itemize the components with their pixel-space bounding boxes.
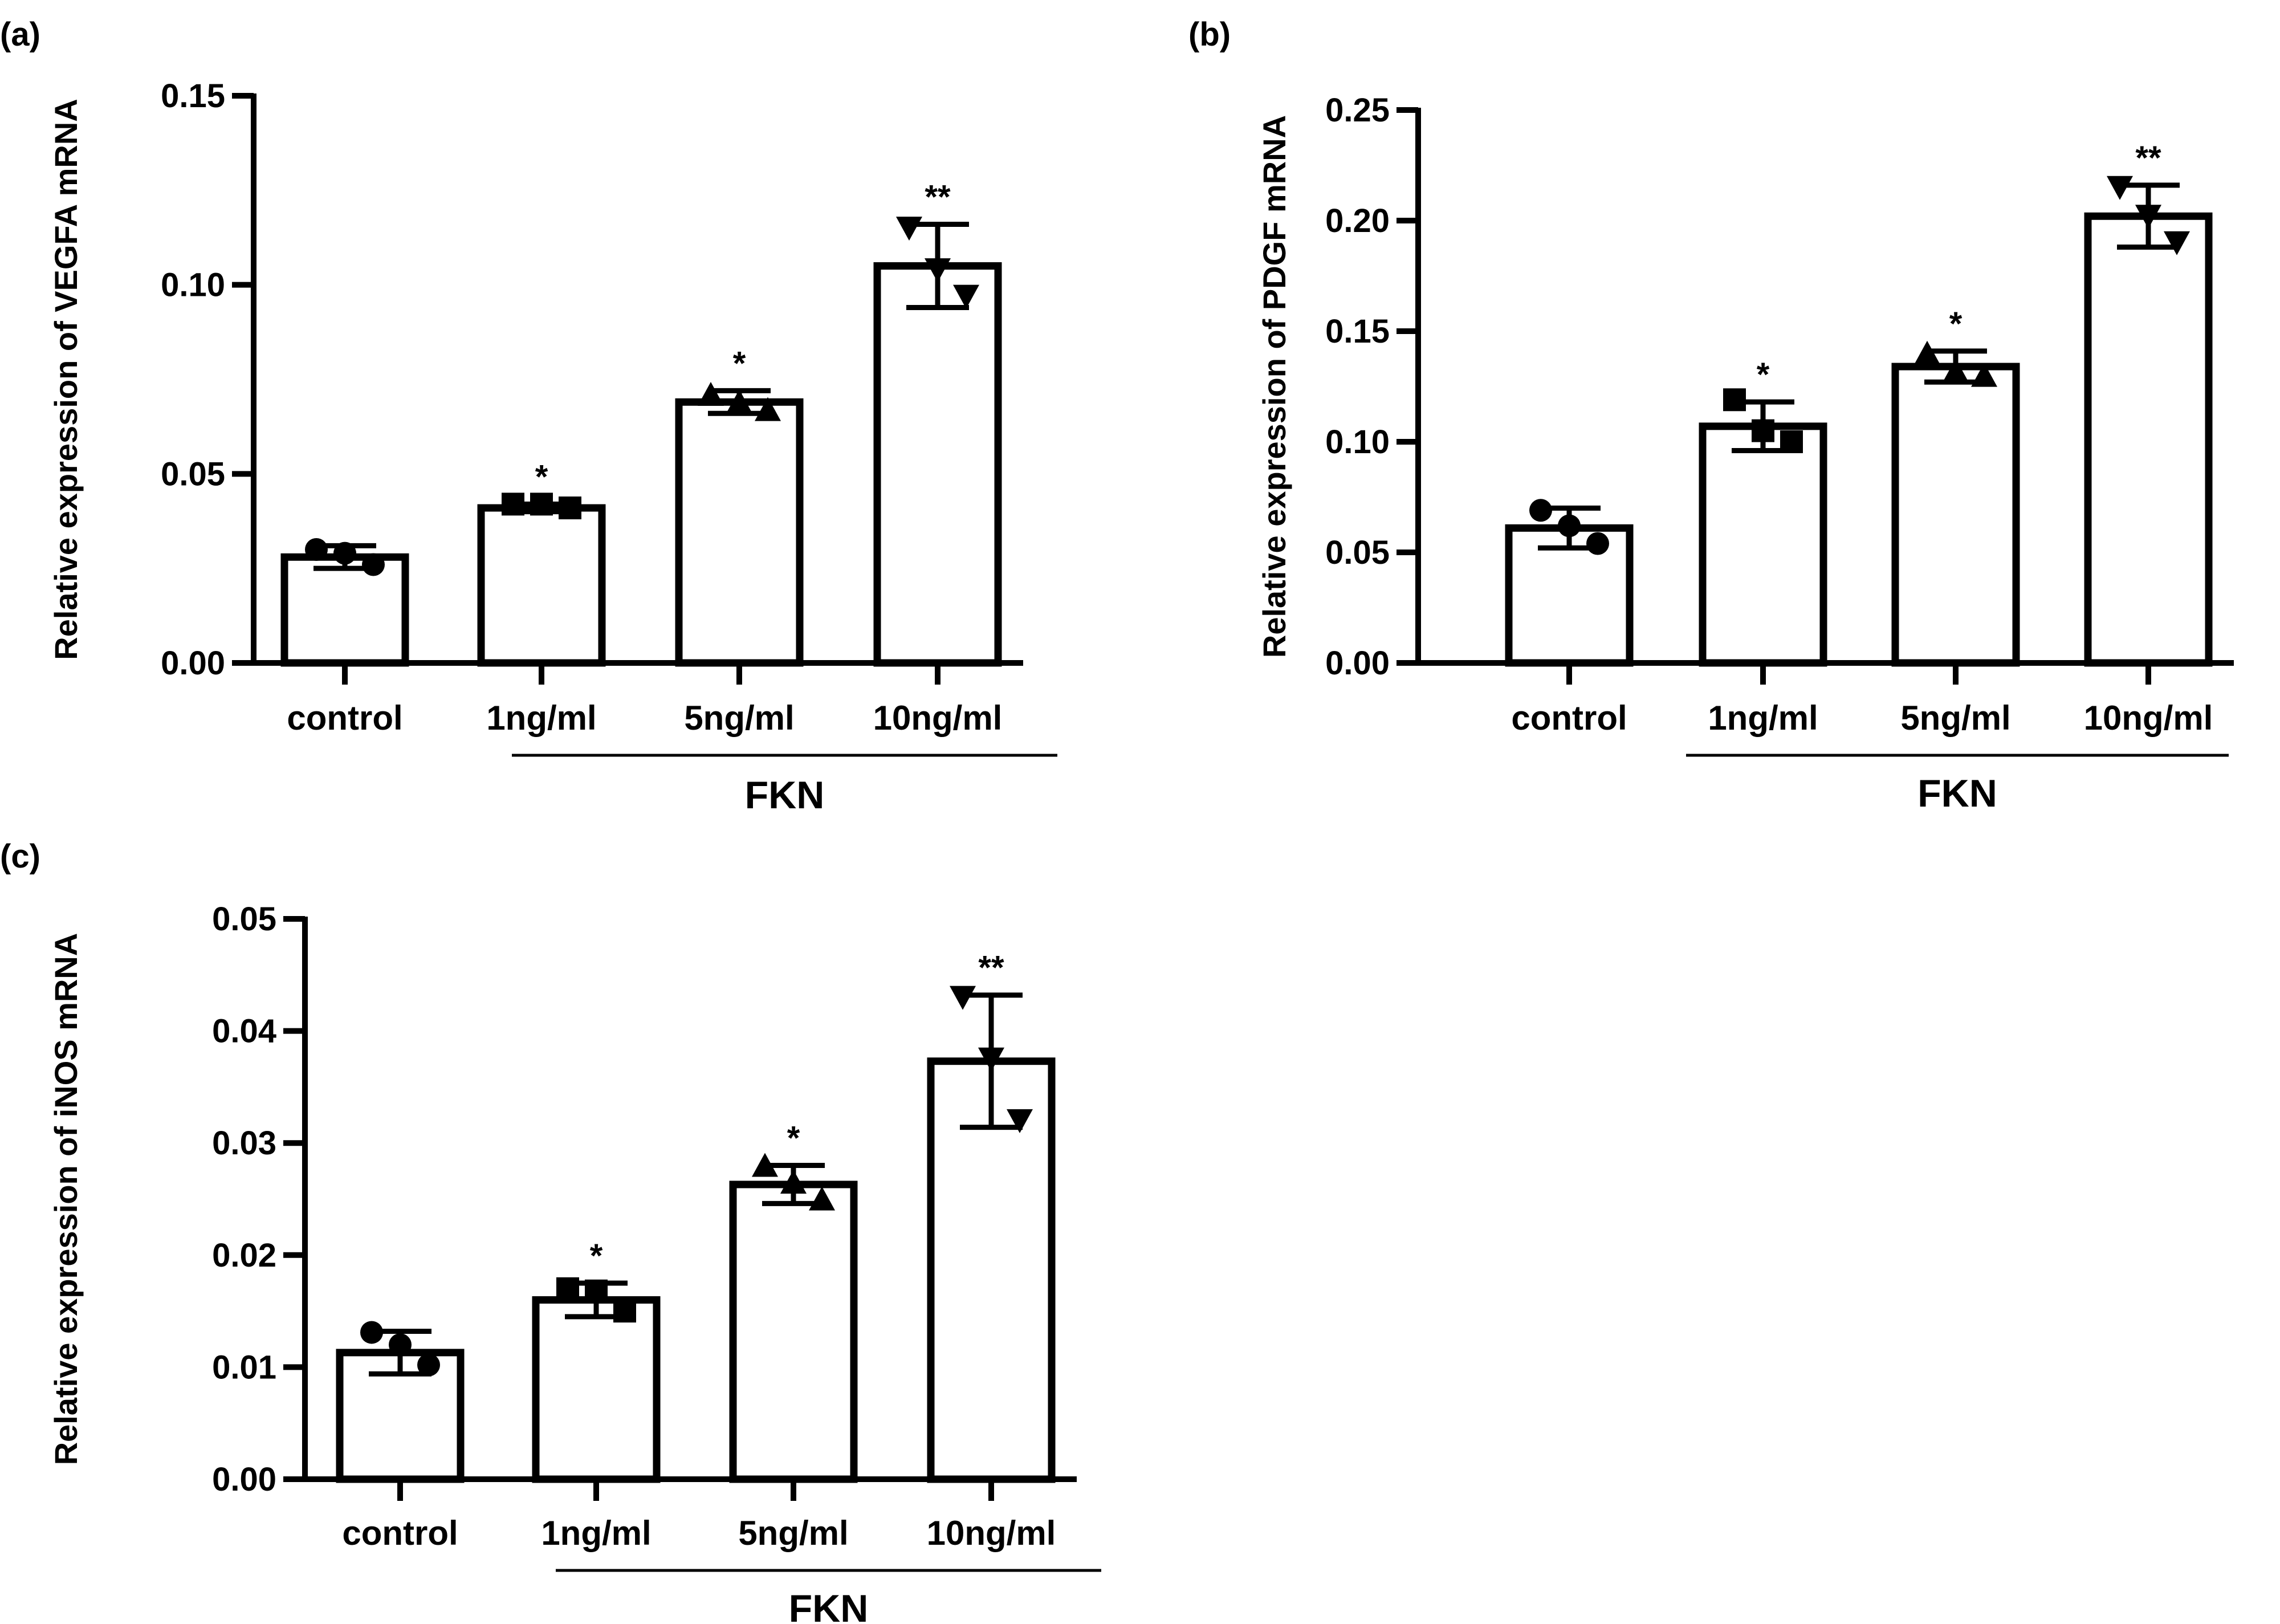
data-point bbox=[1943, 358, 1969, 382]
x-tick-label: control bbox=[1511, 699, 1627, 737]
data-point bbox=[1558, 514, 1581, 538]
y-tick-label: 0.04 bbox=[212, 1013, 276, 1050]
significance-label: * bbox=[590, 1238, 603, 1275]
data-point bbox=[698, 382, 724, 406]
y-tick-label: 0.10 bbox=[161, 267, 225, 304]
significance-label: * bbox=[787, 1120, 800, 1157]
x-tick-label: 10ng/ml bbox=[873, 699, 1003, 737]
data-point bbox=[1007, 1109, 1033, 1133]
bar bbox=[729, 1181, 858, 1483]
data-point bbox=[726, 389, 752, 414]
panel-label: (b) bbox=[1188, 16, 1231, 53]
data-point bbox=[1780, 430, 1803, 453]
data-point bbox=[613, 1300, 636, 1323]
bar bbox=[873, 262, 1002, 667]
data-point bbox=[755, 397, 781, 421]
data-point bbox=[585, 1279, 608, 1303]
bar bbox=[477, 504, 606, 667]
data-point bbox=[925, 258, 951, 283]
data-point bbox=[1723, 388, 1746, 412]
x-tick-label: 10ng/ml bbox=[2084, 699, 2213, 737]
x-tick-label: 10ng/ml bbox=[927, 1514, 1056, 1552]
data-point bbox=[362, 553, 385, 576]
y-tick-label: 0.00 bbox=[212, 1461, 276, 1498]
y-tick-label: 0.01 bbox=[212, 1349, 276, 1386]
y-axis-title: Relative expression of PDGF mRNA bbox=[1256, 115, 1292, 658]
data-point bbox=[389, 1333, 412, 1357]
significance-label: ** bbox=[925, 179, 951, 216]
data-point bbox=[1752, 419, 1774, 442]
bar bbox=[1505, 524, 1634, 667]
x-tick-label: 1ng/ml bbox=[486, 699, 596, 737]
data-point bbox=[530, 493, 553, 516]
data-point bbox=[2164, 231, 2190, 255]
y-tick-label: 0.15 bbox=[161, 78, 225, 115]
significance-label: ** bbox=[978, 950, 1004, 987]
group-label: FKN bbox=[1917, 772, 1997, 815]
panel-a: (a) 0.00 0.05 0.10 0.15 Relative expression o… bbox=[0, 16, 1057, 817]
significance-label: * bbox=[535, 458, 548, 495]
data-point bbox=[2135, 205, 2161, 229]
significance-label: * bbox=[733, 345, 746, 382]
x-tick-label: control bbox=[342, 1514, 458, 1552]
panel-label: (c) bbox=[0, 838, 40, 875]
data-point bbox=[809, 1186, 835, 1211]
y-tick-label: 0.05 bbox=[212, 901, 276, 938]
x-tick-label: 1ng/ml bbox=[1708, 699, 1818, 737]
data-point bbox=[953, 284, 979, 309]
y-tick-label: 0.05 bbox=[161, 455, 225, 493]
x-tick-label: control bbox=[287, 699, 402, 737]
data-point bbox=[305, 538, 328, 561]
data-point bbox=[333, 542, 356, 565]
x-tick-label: 5ng/ml bbox=[738, 1514, 848, 1552]
data-point bbox=[417, 1353, 440, 1377]
panel-b: (b) 0.00 0.05 0.10 0.15 0.20 0.25 Relative expr… bbox=[1188, 16, 2234, 815]
panel-label: (a) bbox=[0, 16, 40, 53]
x-tick-label: 5ng/ml bbox=[684, 699, 794, 737]
bar bbox=[1891, 363, 2020, 667]
significance-label: * bbox=[1757, 356, 1770, 393]
y-tick-label: 0.00 bbox=[161, 645, 225, 682]
data-point bbox=[780, 1170, 807, 1194]
significance-label: ** bbox=[2135, 140, 2161, 177]
y-tick-label: 0.05 bbox=[1325, 534, 1390, 571]
y-tick-label: 0.25 bbox=[1325, 92, 1390, 129]
data-point bbox=[1529, 499, 1552, 522]
bar bbox=[675, 398, 804, 667]
data-point bbox=[1914, 340, 1940, 365]
bar bbox=[280, 553, 409, 667]
bar bbox=[532, 1296, 661, 1483]
significance-label: * bbox=[1949, 306, 1963, 343]
bar bbox=[2084, 212, 2213, 667]
data-point bbox=[559, 496, 581, 520]
data-point bbox=[1586, 532, 1609, 555]
data-point bbox=[978, 1047, 1004, 1072]
panel-c: (c) 0.00 0.01 0.02 0.03 0.04 0.05 Relative expr… bbox=[0, 838, 1101, 1624]
group-label: FKN bbox=[745, 774, 825, 817]
data-point bbox=[1971, 363, 1997, 387]
y-tick-label: 0.00 bbox=[1325, 645, 1390, 682]
data-point bbox=[556, 1277, 579, 1300]
x-tick-label: 1ng/ml bbox=[541, 1514, 651, 1552]
y-tick-label: 0.02 bbox=[212, 1237, 276, 1274]
y-tick-label: 0.10 bbox=[1325, 424, 1390, 461]
data-point bbox=[896, 217, 922, 241]
data-point bbox=[502, 493, 524, 516]
data-point bbox=[360, 1321, 383, 1344]
x-tick-label: 5ng/ml bbox=[1900, 699, 2010, 737]
group-label: FKN bbox=[789, 1587, 869, 1624]
data-point bbox=[2107, 176, 2133, 200]
data-point bbox=[950, 986, 976, 1010]
y-axis-title: Relative expression of VEGFA mRNA bbox=[48, 99, 84, 660]
y-tick-label: 0.03 bbox=[212, 1125, 276, 1162]
y-tick-label: 0.20 bbox=[1325, 202, 1390, 239]
y-axis-title: Relative expression of iNOS mRNA bbox=[48, 933, 84, 1466]
data-point bbox=[752, 1153, 778, 1177]
bar bbox=[1699, 422, 1827, 667]
y-tick-label: 0.15 bbox=[1325, 313, 1390, 350]
